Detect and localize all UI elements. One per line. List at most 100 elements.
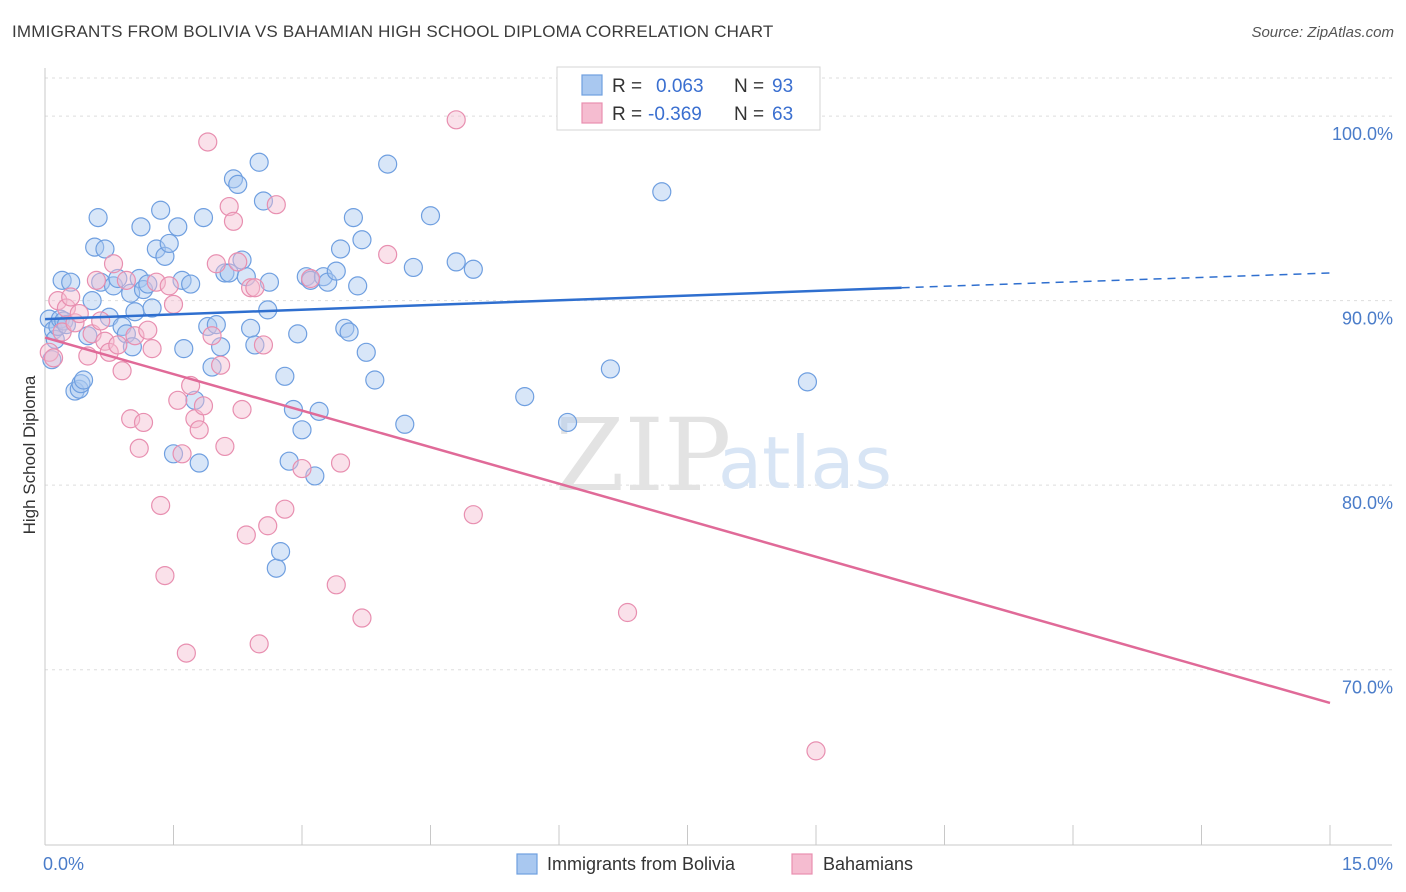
bolivia-point bbox=[253, 191, 274, 211]
bahamians-point bbox=[326, 575, 346, 595]
legend-n-label-bahamians: N = bbox=[734, 104, 764, 125]
bottom-legend: Immigrants from Bolivia Bahamians bbox=[516, 853, 913, 875]
bottom-legend-swatch-bahamians bbox=[791, 853, 813, 875]
bahamians-point bbox=[292, 458, 312, 479]
bolivia-point bbox=[378, 154, 398, 174]
bahamians-point bbox=[146, 272, 166, 292]
bahamians-point bbox=[228, 252, 248, 272]
bahamians-point bbox=[43, 348, 64, 368]
points-layer bbox=[39, 110, 826, 761]
bolivia-point bbox=[339, 322, 359, 342]
bolivia-point bbox=[95, 239, 115, 259]
bolivia-point bbox=[275, 366, 295, 386]
bolivia-point bbox=[168, 217, 188, 237]
trend-layer bbox=[44, 272, 1331, 705]
bolivia-point bbox=[131, 217, 151, 237]
watermark: ZIP atlas bbox=[555, 397, 892, 514]
bolivia-point bbox=[189, 453, 209, 473]
bottom-legend-swatch-bolivia bbox=[516, 853, 538, 875]
bahamians-point bbox=[155, 565, 175, 586]
bahamians-point bbox=[189, 420, 209, 440]
bolivia-point bbox=[125, 302, 145, 322]
bahamians-point bbox=[151, 495, 171, 516]
bahamians-point bbox=[236, 525, 256, 545]
legend-swatch-bahamians bbox=[581, 102, 603, 124]
axis-layer: 70.0% 80.0% 90.0% 100.0% 0.0% 15.0% bbox=[43, 68, 1393, 874]
bahamians-point bbox=[91, 311, 111, 331]
bolivia-point bbox=[330, 239, 351, 259]
bahamians-point bbox=[219, 196, 239, 217]
y-axis-label: High School Diploma bbox=[20, 375, 39, 534]
bahamians-trend-line bbox=[44, 336, 1331, 705]
bahamians-point bbox=[103, 254, 124, 274]
bahamians-point bbox=[330, 453, 351, 473]
bolivia-point bbox=[266, 558, 286, 578]
y-tick-label: 70.0% bbox=[1342, 678, 1393, 698]
bahamians-point bbox=[241, 278, 261, 298]
bahamians-point bbox=[86, 270, 107, 290]
bahamians-point bbox=[133, 412, 154, 433]
bolivia-point bbox=[181, 274, 201, 294]
watermark-atlas: atlas bbox=[718, 421, 892, 505]
x-tick-label-max: 15.0% bbox=[1342, 854, 1393, 874]
bahamians-point bbox=[202, 326, 222, 346]
bolivia-point bbox=[600, 359, 621, 379]
bahamians-point bbox=[253, 335, 274, 355]
legend-n-value-bolivia: 93 bbox=[772, 76, 793, 97]
bahamians-point bbox=[159, 276, 179, 296]
bolivia-point bbox=[71, 374, 91, 394]
bahamians-point bbox=[463, 505, 483, 525]
bolivia-point bbox=[61, 272, 81, 292]
bolivia-point bbox=[348, 276, 368, 296]
bahamians-point bbox=[258, 516, 278, 536]
bahamians-point bbox=[116, 270, 136, 290]
y-tick-label: 80.0% bbox=[1342, 493, 1393, 513]
bahamians-point bbox=[275, 499, 295, 519]
bahamians-point bbox=[215, 436, 235, 457]
bolivia-point bbox=[73, 370, 94, 390]
bolivia-point bbox=[403, 257, 423, 278]
bolivia-point bbox=[88, 208, 108, 228]
bolivia-trend-line bbox=[44, 286, 902, 321]
bolivia-point bbox=[652, 182, 672, 202]
bolivia-point bbox=[142, 298, 162, 318]
bolivia-point bbox=[228, 174, 248, 195]
legend-r-label-bahamians: R = bbox=[612, 104, 642, 125]
chart-source: Source: ZipAtlas.com bbox=[1251, 24, 1394, 41]
bahamians-point bbox=[223, 211, 244, 231]
bahamians-point bbox=[198, 132, 218, 152]
bahamians-point bbox=[95, 331, 115, 351]
bolivia-point bbox=[259, 272, 280, 292]
bolivia-point bbox=[420, 206, 441, 226]
bolivia-point bbox=[270, 542, 291, 562]
bahamians-point bbox=[138, 320, 158, 340]
bolivia-point bbox=[82, 291, 102, 311]
bolivia-point bbox=[193, 208, 214, 228]
bahamians-point bbox=[266, 195, 286, 215]
bahamians-point bbox=[176, 643, 196, 663]
bolivia-point bbox=[326, 261, 346, 281]
bolivia-point bbox=[249, 152, 269, 172]
bottom-legend-label-bolivia: Immigrants from Bolivia bbox=[547, 854, 736, 874]
bolivia-point bbox=[159, 233, 179, 254]
bolivia-point bbox=[206, 315, 226, 335]
bahamians-point bbox=[193, 396, 214, 416]
bahamians-point bbox=[352, 608, 372, 628]
bahamians-point bbox=[142, 339, 162, 359]
bahamians-point bbox=[108, 335, 128, 355]
bahamians-point bbox=[446, 110, 466, 130]
bolivia-point bbox=[557, 412, 578, 433]
bahamians-point bbox=[245, 278, 265, 298]
bahamians-point bbox=[232, 399, 252, 420]
bolivia-point bbox=[797, 372, 818, 392]
bolivia-point bbox=[151, 200, 171, 220]
bahamians-point bbox=[249, 634, 269, 654]
legend-n-label-bolivia: N = bbox=[734, 76, 764, 97]
legend-box: R = 0.063 N = 93 R = -0.369 N = 63 bbox=[556, 66, 821, 131]
bolivia-point bbox=[515, 387, 535, 407]
bolivia-point bbox=[292, 420, 312, 440]
bahamians-point bbox=[211, 355, 231, 375]
chart-title: IMMIGRANTS FROM BOLIVIA VS BAHAMIAN HIGH… bbox=[12, 22, 774, 41]
bahamians-point bbox=[69, 303, 89, 324]
